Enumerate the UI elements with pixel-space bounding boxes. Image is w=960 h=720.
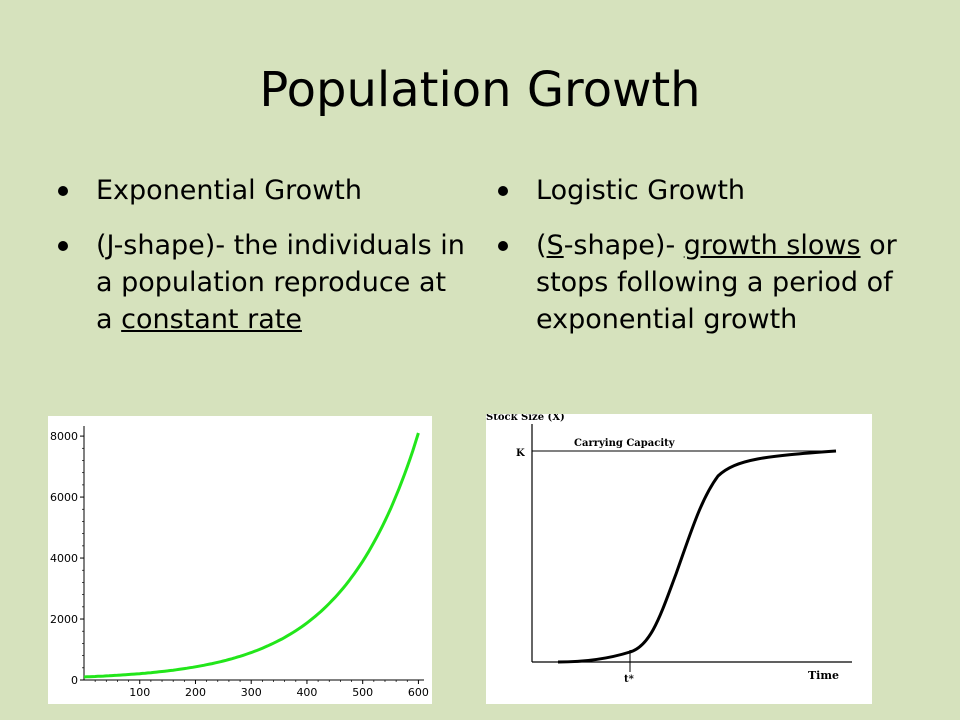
bullet-text-part: (	[96, 230, 107, 261]
exponential-curve	[83, 432, 420, 679]
bullet-dot-icon	[58, 186, 68, 196]
bullet-dot-icon	[58, 241, 68, 251]
bullet-text: Exponential Growth	[96, 175, 362, 206]
bullet-exponential-growth: Exponential Growth	[58, 172, 468, 209]
x-axis-label: Time	[808, 669, 839, 682]
carrying-capacity-label: Carrying Capacity	[574, 438, 676, 449]
x-tick-label: 300	[241, 686, 262, 699]
y-tick-label: 0	[71, 674, 78, 687]
slide-title: Population Growth	[259, 62, 701, 118]
exponential-chart: 0 2000 4000 6000 8000 100 200 300 400 500 600	[50, 426, 429, 699]
logistic-chart-panel: Stock Size (X) Carrying Capacity K t* Ti…	[486, 412, 872, 704]
bullet-text-part: or stops following a period of exponenti…	[536, 230, 897, 335]
x-tick-label: 400	[296, 686, 317, 699]
bullet-text-part: -shape)-	[563, 230, 684, 261]
x-tick-label: 100	[129, 686, 150, 699]
logistic-curve	[557, 449, 837, 664]
bullet-text-part: (	[536, 230, 547, 261]
bullet-j-shape: (J-shape)- the individuals in a populati…	[58, 227, 468, 338]
bullet-logistic-growth: Logistic Growth	[498, 172, 908, 209]
bullet-text: Logistic Growth	[536, 175, 746, 206]
right-column: Logistic Growth (S-shape)- growth slows …	[498, 172, 908, 356]
y-tick-label: 6000	[50, 491, 78, 504]
k-label: K	[516, 448, 525, 459]
exponential-chart-panel: 0 2000 4000 6000 8000 100 200 300 400 500 600	[48, 416, 432, 704]
bullet-dot-icon	[498, 186, 508, 196]
y-axis-label: Stock Size (X)	[486, 414, 565, 423]
j-letter: J	[106, 230, 114, 261]
x-tick-label: 600	[408, 686, 429, 699]
constant-rate-text: constant rate	[121, 304, 302, 335]
logistic-chart: Stock Size (X) Carrying Capacity K t* Ti…	[486, 412, 852, 685]
bullet-dot-icon	[498, 241, 508, 251]
s-letter: S	[546, 230, 564, 261]
left-column: Exponential Growth (J-shape)- the indivi…	[58, 172, 468, 356]
t-star-label: t*	[624, 674, 635, 685]
y-tick-label: 8000	[50, 430, 78, 443]
y-tick-label: 2000	[50, 613, 78, 626]
bullet-s-shape: (S-shape)- growth slows or stops followi…	[498, 227, 908, 338]
bullet-text-part: -shape)- the individuals in a population…	[96, 230, 465, 335]
y-tick-label: 4000	[50, 552, 78, 565]
x-tick-label: 200	[185, 686, 206, 699]
x-tick-label: 500	[352, 686, 373, 699]
growth-slows-text: growth slows	[683, 230, 861, 261]
